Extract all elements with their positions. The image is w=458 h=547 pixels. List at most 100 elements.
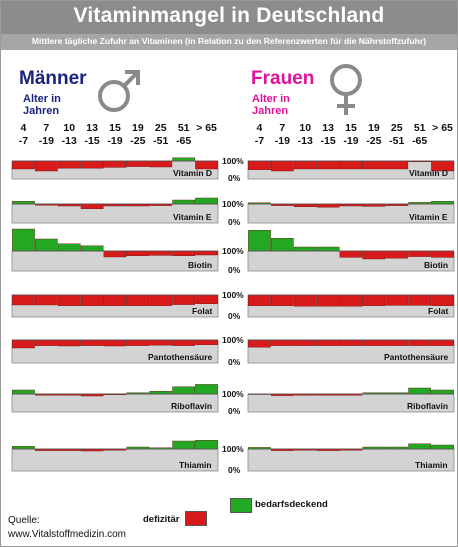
men-vitamin-label: Thiamin (179, 460, 212, 470)
women-bar-folat (385, 294, 409, 306)
men-bar-biotin (57, 243, 81, 252)
women-bar-folat (362, 294, 386, 307)
men-age-group-label: 15 -19 (107, 122, 123, 147)
men-bar-pantothensaeure (172, 339, 196, 346)
men-bar-biotin (149, 250, 173, 256)
percent-label-100: 100% (222, 335, 244, 345)
women-bar-biotin (293, 246, 317, 252)
women-bar-pantothensaeure (408, 339, 432, 346)
men-bar-folat (195, 294, 218, 305)
men-bar-biotin (126, 250, 150, 257)
women-vitamin-label: Vitamin E (409, 212, 448, 222)
men-bar-vitamin-d (103, 160, 127, 168)
women-bar-vitamin-d (270, 160, 294, 172)
men-bar-biotin (12, 228, 35, 252)
percent-label-0: 0% (228, 265, 241, 275)
women-bar-vitamin-e (431, 200, 454, 205)
women-bar-biotin (408, 250, 432, 257)
men-age-heading-line2: Jahren (23, 105, 60, 117)
women-vitamin-label: Pantothensäure (384, 352, 449, 362)
men-bar-pantothensaeure (12, 339, 35, 349)
male-symbol-icon (98, 70, 140, 112)
men-age-group-label: 10 -13 (61, 122, 77, 147)
men-bar-vitamin-d (149, 160, 173, 168)
men-age-group-label: 19 -25 (130, 122, 146, 147)
source-note: Quelle: www.Vitalstoffmedizin.com (8, 514, 126, 542)
men-vitamin-label: Riboflavin (171, 401, 213, 411)
men-bar-folat (12, 294, 35, 306)
men-vitamin-label: Vitamin D (173, 168, 213, 178)
men-bar-folat (172, 294, 196, 305)
women-bar-pantothensaeure (316, 339, 340, 346)
women-age-group-label: 19 -25 (366, 122, 382, 147)
women-age-group-label: > 65 (432, 122, 453, 134)
men-bar-pantothensaeure (34, 339, 58, 346)
percent-label-100: 100% (222, 389, 244, 399)
women-age-group-label: 15 -19 (343, 122, 359, 147)
women-bar-vitamin-d (385, 160, 409, 170)
men-bar-vitamin-d (57, 160, 81, 169)
men-age-heading-line1: Alter in (23, 93, 61, 105)
women-age-group-label: 51 -65 (412, 122, 428, 147)
men-bar-pantothensaeure (80, 339, 104, 346)
men-age-group-label: 13 -15 (84, 122, 100, 147)
men-bar-thiamin (12, 446, 35, 450)
men-bar-pantothensaeure (103, 339, 127, 347)
women-bar-pantothensaeure (270, 339, 294, 346)
men-bar-pantothensaeure (149, 339, 173, 346)
female-symbol-icon (330, 64, 362, 115)
men-bar-folat (57, 294, 81, 307)
women-bar-vitamin-d (362, 160, 386, 170)
women-bar-biotin (385, 250, 409, 259)
women-bar-folat (408, 294, 432, 306)
men-bar-folat (80, 294, 104, 307)
title-bar (1, 1, 457, 34)
men-vitamin-label: Pantothensäure (148, 352, 213, 362)
men-age-group-label: 51 -65 (176, 122, 192, 147)
men-bar-thiamin (172, 440, 196, 450)
women-age-group-label: 13 -15 (320, 122, 336, 147)
men-bar-biotin (103, 250, 127, 258)
men-age-group-label: 4 -7 (18, 122, 29, 147)
women-bar-biotin (248, 229, 271, 252)
women-bar-folat (339, 294, 363, 307)
women-bar-pantothensaeure (385, 339, 409, 346)
men-age-group-label: 7 -19 (38, 122, 54, 147)
men-bar-vitamin-e (172, 199, 196, 205)
source-url: www.Vitalstoffmedizin.com (8, 529, 127, 540)
men-bar-folat (103, 294, 127, 307)
men-bar-biotin (172, 250, 196, 257)
women-bar-riboflavin (431, 389, 454, 395)
men-bar-vitamin-d (34, 160, 58, 172)
women-age-group-label: 25 -51 (389, 122, 405, 147)
women-bar-vitamin-e (316, 203, 340, 208)
page-subtitle: Mittlere tägliche Zufuhr an Vitaminen (i… (31, 36, 427, 46)
women-bar-pantothensaeure (248, 339, 271, 348)
women-bar-biotin (362, 250, 386, 260)
women-bar-folat (316, 294, 340, 307)
women-vitamin-label: Folat (428, 306, 449, 316)
women-heading: Frauen (251, 68, 315, 89)
page-title: Vitaminmangel in Deutschland (73, 4, 385, 27)
women-age-group-label: 7 -19 (274, 122, 290, 147)
men-vitamin-label: Folat (192, 306, 213, 316)
women-age-group-label: 10 -13 (297, 122, 313, 147)
women-bar-biotin (316, 246, 340, 252)
women-bar-folat (270, 294, 294, 307)
women-age-heading-line2: Jahren (252, 105, 289, 117)
percent-label-100: 100% (222, 156, 244, 166)
men-bar-vitamin-d (172, 157, 196, 162)
legend-deficit-swatch (185, 511, 207, 526)
men-bar-pantothensaeure (195, 339, 218, 346)
percent-label-100: 100% (222, 199, 244, 209)
women-bar-pantothensaeure (362, 339, 386, 346)
percent-label-100: 100% (222, 246, 244, 256)
men-bar-biotin (195, 250, 218, 256)
men-vitamin-label: Biotin (188, 260, 213, 270)
percent-label-0: 0% (228, 217, 241, 227)
men-bar-vitamin-d (126, 160, 150, 167)
men-bar-vitamin-d (12, 160, 35, 170)
women-bar-biotin (339, 250, 363, 258)
men-bar-riboflavin (12, 389, 35, 395)
